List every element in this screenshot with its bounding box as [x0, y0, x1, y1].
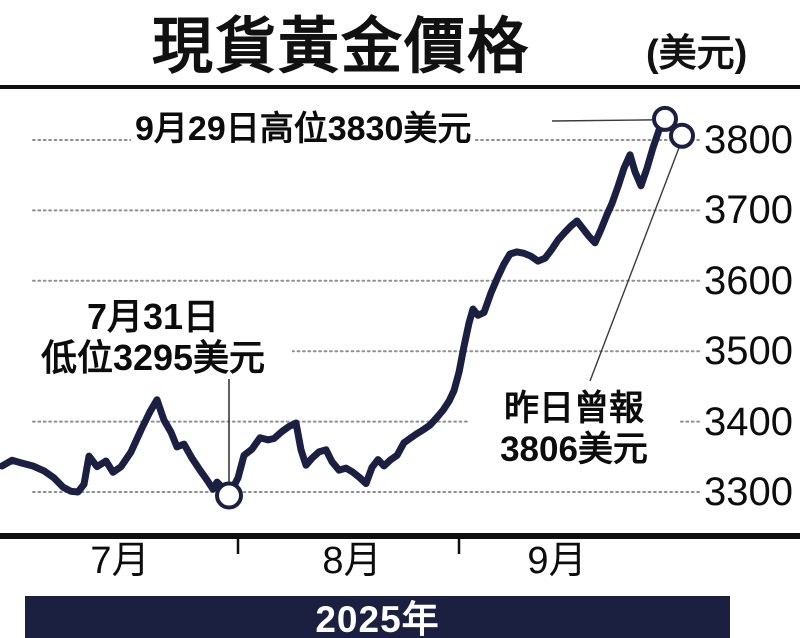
annotation-last-line1: 昨日曾報 — [503, 389, 644, 428]
marker-high — [652, 105, 678, 132]
x-tick-label-1: 7月 — [90, 540, 150, 582]
annotation-low-line2: 低位3295美元 — [40, 337, 266, 378]
x-tick-label-2: 8月 — [322, 540, 382, 582]
top-divider — [0, 85, 800, 89]
y-tick-label-3800: 3800 — [704, 118, 793, 162]
unit-label: (美元) — [646, 33, 748, 75]
y-tick-label-3300: 3300 — [704, 470, 793, 514]
y-tick-label-3400: 3400 — [704, 399, 793, 444]
leader-line-last — [589, 147, 680, 382]
price-line — [0, 115, 686, 499]
marker-last — [669, 122, 695, 149]
annotation-low: 7月31日 低位3295美元 — [14, 295, 292, 379]
x-axis-line — [0, 533, 800, 539]
annotation-last-line2: 3806美元 — [500, 430, 648, 469]
x-tick-label-3: 9月 — [527, 540, 587, 582]
annotation-low-line1: 7月31日 — [86, 296, 220, 337]
year-banner-label: 2025年 — [315, 599, 440, 638]
marker-low — [215, 481, 243, 510]
year-banner: 2025年 — [25, 596, 730, 638]
page-title: 現貨黃金價格 — [152, 12, 531, 80]
y-tick-label-3500: 3500 — [704, 329, 793, 374]
leader-line-high — [551, 119, 653, 122]
y-tick-label-3600: 3600 — [704, 258, 793, 303]
annotation-last: 昨日曾報 3806美元 — [468, 387, 680, 471]
annotation-high: 9月29日高位3830美元 — [131, 100, 476, 151]
y-tick-label-3700: 3700 — [704, 188, 793, 233]
